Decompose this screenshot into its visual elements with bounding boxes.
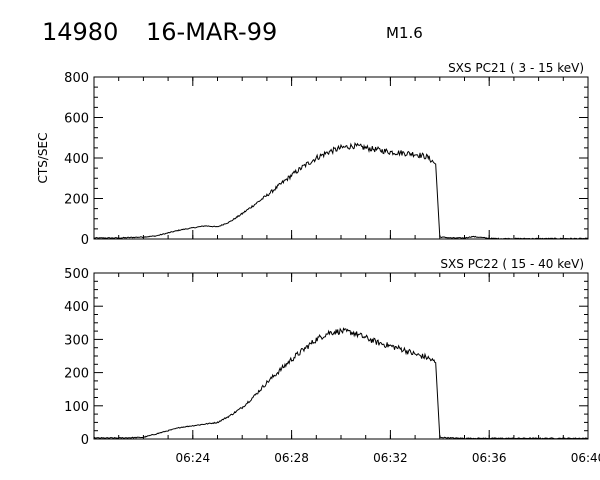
event-date: 16-MAR-99	[146, 18, 277, 46]
event-id: 14980	[42, 18, 118, 46]
count-rate-trace	[93, 142, 589, 240]
x-tick-label: 06:24	[176, 451, 211, 465]
x-tick-label: 06:28	[274, 451, 309, 465]
x-tick-label: 06:32	[373, 451, 408, 465]
y-tick-label: 200	[64, 193, 89, 208]
flare-class: M1.6	[386, 24, 423, 42]
y-tick-label: 0	[81, 233, 89, 248]
y-tick-label: 400	[64, 300, 89, 315]
y-axis-label: CTS/SEC	[36, 133, 50, 184]
chart-panel-2: SXS PC22 ( 15 - 40 keV) 0 100 200 300 400 500 0…	[64, 257, 600, 465]
y-tick-label: 500	[64, 267, 89, 282]
x-tick-label: 06:40	[571, 451, 600, 465]
y-tick-label: 100	[64, 400, 89, 415]
panel-title: SXS PC21 ( 3 - 15 keV)	[448, 61, 584, 75]
y-tick-label: 300	[64, 333, 89, 348]
x-tick-label: 06:36	[472, 451, 507, 465]
y-tick-label: 0	[81, 433, 89, 448]
count-rate-trace	[93, 327, 589, 440]
y-tick-label: 400	[64, 152, 89, 167]
y-tick-label: 600	[64, 112, 89, 127]
panel-title: SXS PC22 ( 15 - 40 keV)	[440, 257, 584, 271]
y-tick-label: 800	[64, 71, 89, 86]
chart-panel-1: SXS PC21 ( 3 - 15 keV) CTS/SEC 0 200 400 600 8…	[36, 61, 589, 248]
y-tick-label: 200	[64, 367, 89, 382]
